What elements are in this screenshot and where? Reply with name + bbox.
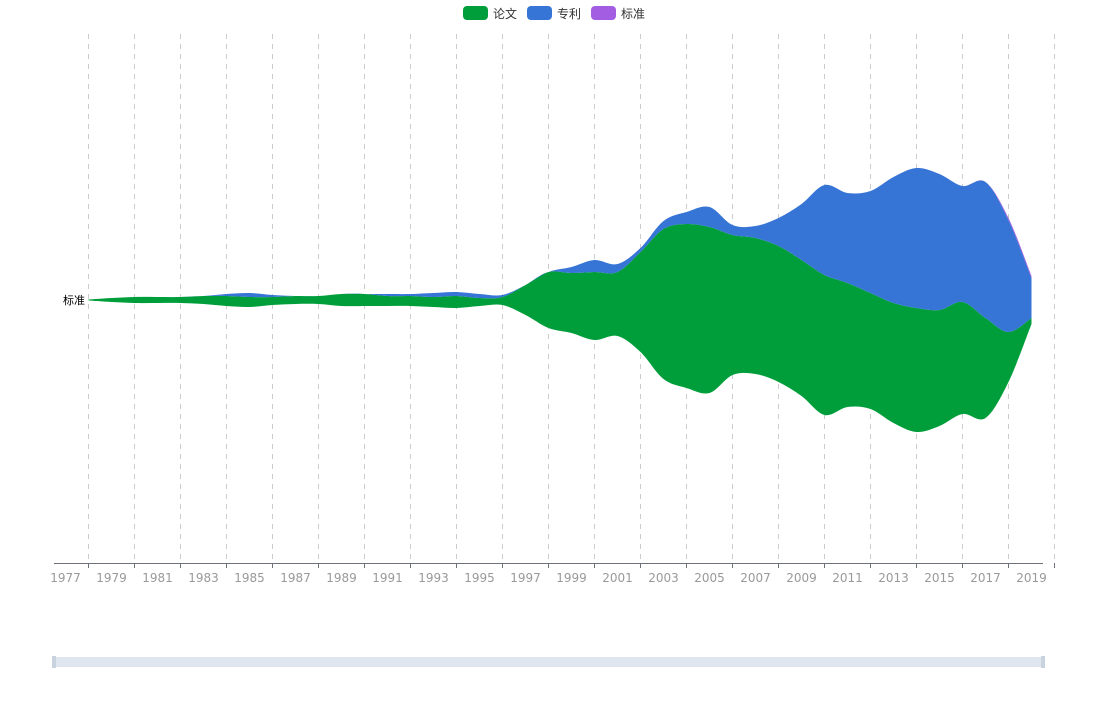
stream-patents[interactable]	[88, 167, 1032, 332]
legend-swatch	[591, 6, 616, 20]
x-tick-label: 1985	[234, 571, 265, 585]
x-tick-label: 2013	[878, 571, 909, 585]
legend-label: 论文	[492, 6, 517, 21]
x-tick-label: 1989	[326, 571, 357, 585]
zoom-track[interactable]	[54, 657, 1043, 667]
x-tick-label: 1999	[556, 571, 587, 585]
data-zoom-slider[interactable]	[52, 656, 1045, 668]
legend-swatch	[526, 6, 552, 20]
x-tick-label: 1979	[96, 571, 127, 585]
zoom-handle-left[interactable]	[52, 656, 56, 668]
x-tick-label: 1993	[418, 571, 449, 585]
x-axis: 1977 1979 1981 1983 1985 1987 1989 1991 1993 1995…	[50, 563, 1055, 585]
x-tick-label: 1995	[464, 571, 495, 585]
x-tick-label: 1987	[280, 571, 311, 585]
x-tick-label: 2011	[832, 571, 863, 585]
stream-areas	[88, 167, 1032, 433]
series-label-standards: 标准	[63, 293, 85, 307]
x-tick-label: 2001	[602, 571, 633, 585]
x-tick-label: 2015	[924, 571, 955, 585]
zoom-handle-right[interactable]	[1041, 656, 1045, 668]
legend-label: 标准	[621, 6, 646, 21]
x-tick-label: 2007	[740, 571, 771, 585]
x-tick-label: 2009	[786, 571, 817, 585]
legend: 论文 专利 标准	[0, 4, 1108, 22]
x-tick-label: 2019	[1016, 571, 1047, 585]
legend-item-papers[interactable]: 论文	[462, 5, 517, 22]
stream-papers[interactable]	[88, 223, 1032, 433]
x-tick-label: 1983	[188, 571, 219, 585]
x-tick-label: 1997	[510, 571, 541, 585]
legend-item-patents[interactable]: 专利	[526, 5, 581, 22]
x-tick-label: 1991	[372, 571, 403, 585]
x-tick-label: 1981	[142, 571, 173, 585]
x-tick-label: 2005	[694, 571, 725, 585]
series-labels: 标准	[63, 293, 85, 307]
x-tick-label: 2003	[648, 571, 679, 585]
legend-swatch	[462, 6, 488, 20]
legend-item-standards[interactable]: 标准	[591, 5, 645, 22]
x-tick-label: 1977	[50, 571, 81, 585]
x-tick-label: 2017	[970, 571, 1001, 585]
legend-label: 专利	[556, 6, 581, 21]
